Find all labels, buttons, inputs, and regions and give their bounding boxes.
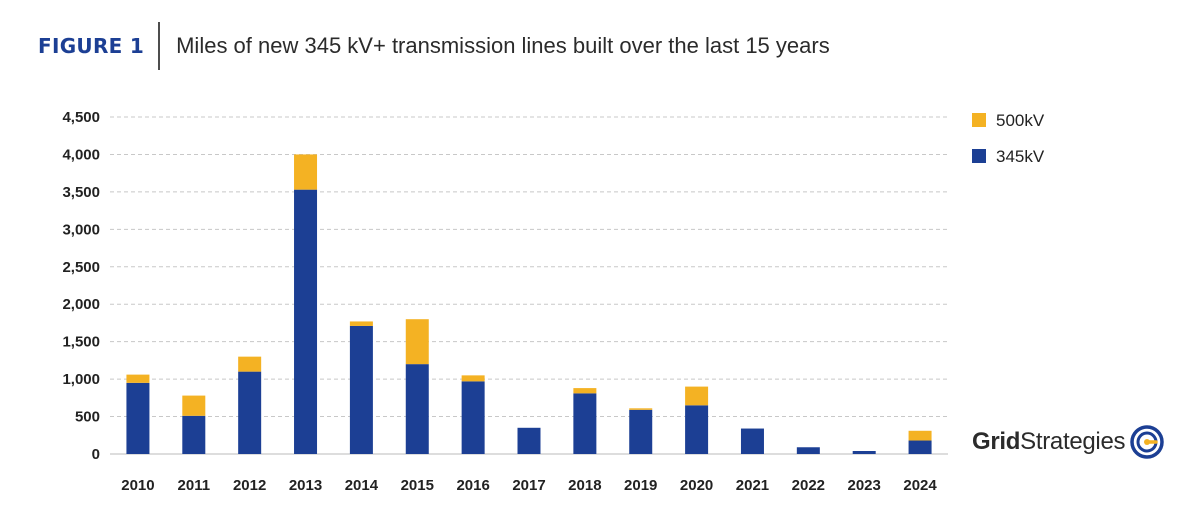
bar-345kv-2021 <box>740 428 764 454</box>
x-tick-label: 2024 <box>903 477 937 494</box>
bar-500kv-2014 <box>349 321 373 326</box>
grid-strategies-logo-icon <box>1130 425 1164 459</box>
x-tick-label: 2023 <box>848 477 881 494</box>
bar-345kv-2024 <box>908 440 932 454</box>
x-tick-label: 2022 <box>792 477 825 494</box>
bar-500kv-2016 <box>461 375 485 382</box>
figure-label: FIGURE 1 <box>38 34 145 58</box>
y-tick-label: 1,000 <box>62 371 100 388</box>
bar-345kv-2014 <box>349 325 373 454</box>
bar-345kv-2019 <box>629 409 653 454</box>
y-tick-label: 1,500 <box>62 334 100 351</box>
legend-swatch-500kv <box>972 113 986 127</box>
bar-500kv-2020 <box>685 386 709 406</box>
bar-345kv-2023 <box>852 451 876 454</box>
bar-500kv-2010 <box>126 374 150 383</box>
bar-345kv-2017 <box>517 427 541 454</box>
y-tick-label: 3,000 <box>62 221 100 238</box>
legend-label-345kv: 345kV <box>996 147 1045 166</box>
x-tick-label: 2016 <box>456 477 489 494</box>
legend-label-500kv: 500kV <box>996 111 1045 130</box>
x-tick-label: 2020 <box>680 477 713 494</box>
bar-345kv-2013 <box>294 189 318 455</box>
header-divider <box>158 22 161 70</box>
x-tick-label: 2019 <box>624 477 657 494</box>
bar-500kv-2018 <box>573 388 597 394</box>
bar-345kv-2015 <box>405 364 429 454</box>
bar-500kv-2019 <box>629 408 653 410</box>
bar-345kv-2016 <box>461 381 485 454</box>
y-tick-label: 4,000 <box>62 146 100 163</box>
bar-345kv-2012 <box>238 371 262 454</box>
y-tick-label: 3,500 <box>62 184 100 201</box>
logo-text: GridStrategies <box>972 428 1126 456</box>
figure-header: FIGURE 1 Miles of new 345 kV+ transmissi… <box>38 22 830 70</box>
bar-345kv-2022 <box>796 447 820 454</box>
bar-345kv-2018 <box>573 393 597 454</box>
y-tick-label: 0 <box>92 446 100 463</box>
grid-strategies-logo: GridStrategies <box>972 424 1165 460</box>
x-tick-label: 2010 <box>121 477 154 494</box>
bar-500kv-2011 <box>182 395 206 416</box>
x-tick-label: 2014 <box>345 477 379 494</box>
x-tick-label: 2012 <box>233 477 266 494</box>
x-tick-label: 2013 <box>289 477 322 494</box>
y-tick-label: 2,000 <box>62 296 100 313</box>
bar-500kv-2013 <box>294 154 318 190</box>
x-tick-label: 2015 <box>401 477 434 494</box>
x-tick-label: 2018 <box>568 477 601 494</box>
x-tick-label: 2017 <box>512 477 545 494</box>
chart-title: Miles of new 345 kV+ transmission lines … <box>176 33 830 58</box>
bar-345kv-2011 <box>182 415 206 454</box>
legend-swatch-345kv <box>972 149 986 163</box>
logo-text-regular: Strategies <box>1020 428 1126 455</box>
bar-345kv-2010 <box>126 382 150 454</box>
bar-500kv-2012 <box>238 356 262 372</box>
y-tick-label: 4,500 <box>62 109 100 126</box>
y-tick-label: 2,500 <box>62 259 100 276</box>
y-tick-label: 500 <box>75 409 100 426</box>
x-tick-label: 2021 <box>736 477 769 494</box>
bar-500kv-2015 <box>405 319 429 365</box>
bar-500kv-2024 <box>908 430 932 441</box>
bar-345kv-2020 <box>685 405 709 454</box>
x-tick-label: 2011 <box>178 477 211 494</box>
logo-text-bold: Grid <box>972 428 1021 455</box>
